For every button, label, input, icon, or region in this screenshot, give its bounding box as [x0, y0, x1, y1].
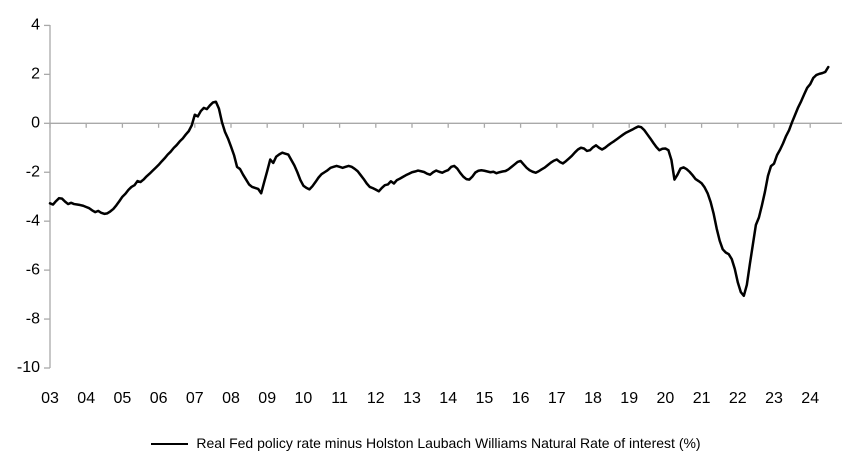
x-tick-label: 11 [331, 390, 348, 407]
x-tick-label: 16 [512, 390, 530, 407]
x-tick-label: 09 [258, 390, 276, 407]
y-tick-label: -4 [26, 212, 40, 229]
x-tick-label: 23 [765, 390, 783, 407]
x-tick-label: 20 [657, 390, 675, 407]
x-tick-label: 18 [584, 390, 602, 407]
x-tick-label: 24 [801, 390, 819, 407]
x-tick-label: 06 [150, 390, 168, 407]
x-tick-label: 17 [548, 390, 566, 407]
y-tick-label: 4 [31, 17, 40, 34]
x-tick-label: 10 [295, 390, 313, 407]
chart-legend: Real Fed policy rate minus Holston Lauba… [0, 435, 852, 452]
x-tick-label: 04 [77, 390, 95, 407]
y-tick-label: 2 [31, 66, 40, 83]
x-tick-label: 22 [729, 390, 747, 407]
legend-label: Real Fed policy rate minus Holston Lauba… [196, 435, 701, 451]
x-tick-label: 07 [186, 390, 204, 407]
y-tick-label: -8 [26, 310, 40, 327]
x-tick-label: 13 [403, 390, 421, 407]
x-tick-label: 08 [222, 390, 240, 407]
y-tick-label: -2 [26, 163, 40, 180]
x-tick-label: 15 [476, 390, 494, 407]
x-tick-label: 03 [41, 390, 59, 407]
x-tick-label: 21 [693, 390, 711, 407]
x-tick-label: 12 [367, 390, 385, 407]
x-tick-label: 05 [114, 390, 132, 407]
series-line-real-fed-policy-rate [48, 65, 830, 298]
x-tick-label: 19 [620, 390, 638, 407]
x-tick-label: 14 [439, 390, 457, 407]
y-tick-label: -10 [17, 359, 40, 376]
legend-line-swatch [151, 442, 189, 445]
y-tick-label: 0 [31, 115, 40, 132]
y-tick-label: -6 [26, 261, 40, 278]
